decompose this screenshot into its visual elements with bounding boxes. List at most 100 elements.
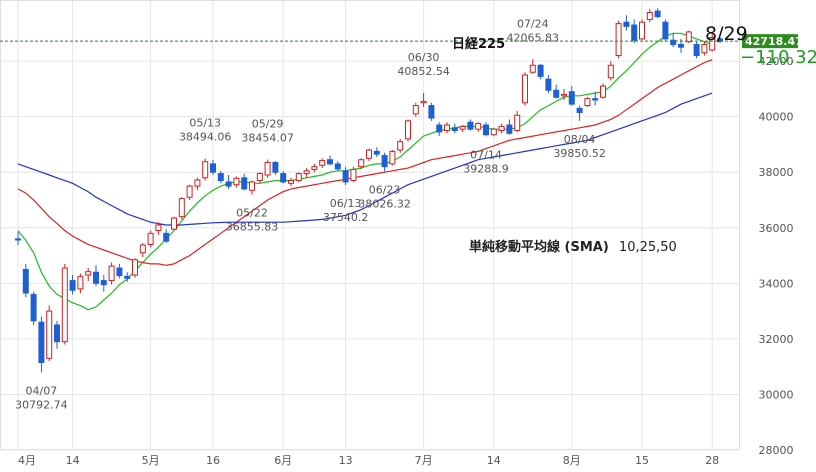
x-tick-label: 5月	[142, 454, 160, 467]
candle	[280, 170, 287, 184]
candle	[490, 127, 497, 137]
annotation-value: 38026.32	[358, 197, 411, 210]
x-tick-label: 15	[635, 454, 649, 467]
candle-body	[545, 78, 552, 91]
candle-body	[85, 271, 92, 276]
candle	[256, 172, 263, 184]
candle-body	[584, 98, 591, 107]
candle	[295, 172, 302, 182]
y-tick-label: 42000	[759, 55, 794, 68]
candle-body	[264, 162, 271, 176]
candle-body	[147, 232, 154, 245]
candle	[506, 119, 513, 135]
candle-body	[194, 179, 201, 187]
candle	[217, 170, 224, 184]
candle	[522, 72, 528, 106]
y-tick-label: 28000	[759, 444, 794, 457]
candle	[38, 316, 45, 373]
candle	[631, 19, 638, 44]
candle-body	[163, 232, 170, 242]
candle-body	[685, 31, 692, 43]
candle-body	[600, 85, 606, 98]
annotation-value: 39288.9	[463, 162, 509, 175]
candle-body	[311, 166, 318, 170]
annotation-value: 36855.83	[226, 220, 279, 233]
candle-body	[38, 321, 45, 364]
candle-body	[678, 43, 684, 48]
candle-body	[607, 64, 614, 79]
candle-body	[100, 280, 107, 286]
candle	[77, 273, 84, 294]
candle	[100, 275, 107, 292]
candle	[288, 177, 294, 187]
annotation-value: 37540.2	[323, 211, 369, 224]
annotation-date: 05/29	[252, 118, 284, 131]
candle-body	[490, 128, 497, 136]
candle	[568, 86, 575, 106]
candle	[405, 119, 411, 142]
candle	[662, 19, 669, 42]
candle	[607, 61, 614, 81]
candle	[319, 158, 326, 169]
candle	[545, 75, 552, 94]
candle	[623, 15, 630, 31]
candle-body	[15, 238, 21, 241]
candle-body	[256, 173, 263, 182]
annotation-date: 07/14	[470, 148, 502, 161]
candle-body	[272, 162, 279, 173]
candle-body	[561, 93, 567, 97]
candle	[163, 229, 170, 244]
candle-body	[389, 150, 396, 165]
sma-legend: 単純移動平均線 (SMA) 10,25,50	[469, 239, 677, 255]
y-tick-label: 34000	[759, 277, 794, 290]
candle	[709, 33, 716, 52]
candle-body	[405, 120, 411, 140]
candle-body	[30, 293, 37, 322]
candle-body	[350, 168, 357, 182]
candle-body	[498, 125, 505, 132]
candle-body	[553, 89, 560, 98]
candle	[233, 176, 240, 188]
candle	[685, 30, 692, 44]
candle	[529, 59, 536, 74]
candle	[646, 8, 653, 23]
candle-body	[514, 114, 521, 132]
candle-body	[459, 125, 466, 130]
candle	[186, 184, 193, 200]
candle	[561, 88, 567, 100]
candle-body	[186, 185, 193, 198]
candle-body	[303, 170, 310, 175]
candle	[225, 175, 232, 189]
plot-area-border	[0, 0, 740, 450]
candle	[69, 275, 76, 295]
annotation-value: 40852.54	[397, 65, 450, 78]
candle	[381, 152, 388, 172]
candle	[22, 263, 29, 298]
candle-body	[233, 177, 240, 186]
candle	[436, 122, 443, 137]
candle-body	[631, 24, 638, 41]
candle-body	[124, 275, 131, 279]
candle	[334, 161, 341, 171]
y-tick-label: 40000	[759, 111, 794, 124]
candle	[350, 166, 357, 182]
candle-body	[592, 98, 599, 101]
candle-body	[576, 107, 583, 114]
candle	[124, 272, 131, 282]
sma-legend-name: 単純移動平均線 (SMA)	[469, 239, 609, 255]
candle	[272, 161, 279, 175]
candle	[693, 41, 700, 59]
candle	[420, 92, 427, 107]
candle	[210, 159, 216, 175]
candle-body	[709, 37, 716, 51]
candle-body	[373, 150, 380, 155]
candle	[139, 243, 146, 257]
candle	[553, 84, 560, 99]
x-tick-label: 28	[705, 454, 719, 467]
candle	[373, 147, 380, 157]
candle	[342, 166, 349, 185]
candle-body	[210, 163, 216, 173]
candle-body	[483, 124, 489, 136]
candle-body	[537, 64, 544, 77]
candle	[108, 262, 115, 285]
